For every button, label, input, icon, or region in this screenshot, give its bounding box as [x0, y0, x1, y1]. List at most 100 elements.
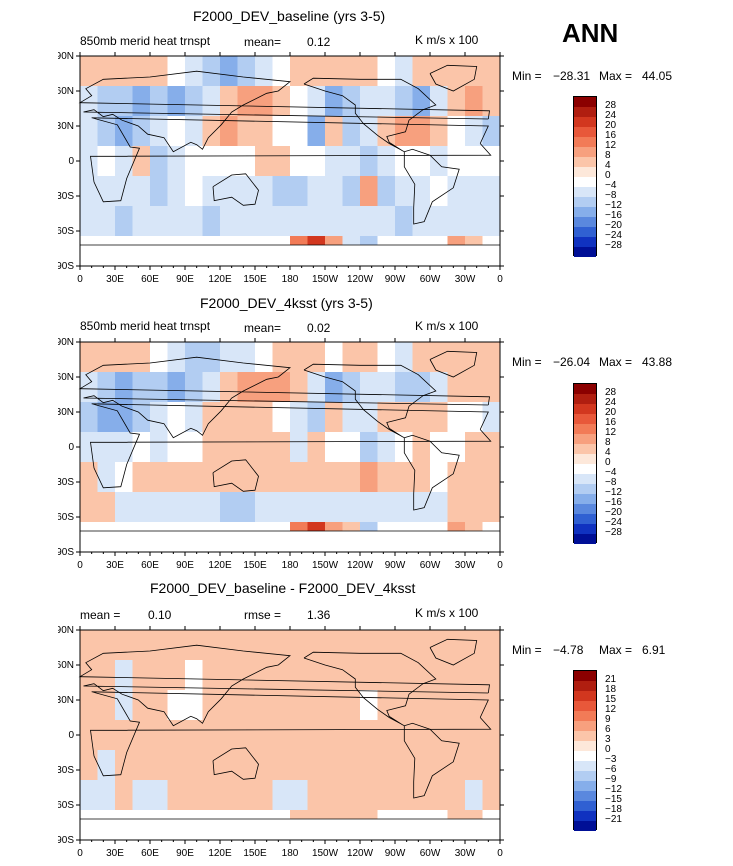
contour-cell: [115, 492, 133, 523]
contour-cell: [150, 342, 168, 373]
australia-coastline: [212, 747, 259, 780]
contour-cell: [237, 750, 256, 781]
y-tick-label: 90S: [58, 261, 74, 272]
contour-cell: [360, 372, 378, 403]
contour-cell: [115, 630, 133, 661]
colorbar-segment: [574, 731, 596, 741]
colorbar-segment: [574, 107, 596, 117]
y-tick-label: 60N: [58, 86, 74, 97]
colorbar-label: 12: [605, 704, 617, 715]
contour-cell: [447, 86, 466, 117]
max-value: 43.88: [642, 355, 673, 369]
x-tick-label: 30W: [455, 848, 476, 859]
colorbar-label: −21: [605, 814, 622, 825]
contour-cell: [80, 402, 98, 433]
contour-cell: [80, 176, 98, 207]
contour-cell: [465, 780, 483, 811]
contour-cell: [412, 116, 431, 147]
rmse-label: rmse =: [244, 608, 282, 622]
contour-cell: [97, 56, 116, 87]
contour-cell: [307, 342, 326, 373]
contour-cell: [255, 432, 273, 463]
contour-cell: [202, 86, 221, 117]
colorbar-label: 4: [605, 160, 611, 171]
colorbar-label: 15: [605, 694, 617, 705]
antarctica-landmass: [80, 531, 500, 552]
contour-field: [80, 342, 501, 553]
contour-cell: [377, 630, 396, 661]
contour-cell: [115, 116, 133, 147]
contour-cell: [482, 660, 501, 691]
contour-cell: [150, 56, 168, 87]
x-tick-label: 120W: [347, 274, 374, 285]
x-tick-label: 120E: [208, 560, 232, 571]
contour-cell: [97, 690, 116, 721]
colorbar-segment: [574, 761, 596, 771]
contour-cell: [430, 86, 448, 117]
contour-cell: [150, 206, 168, 237]
contour-cell: [447, 660, 466, 691]
europe-asia-coastline: [78, 70, 490, 153]
y-tick-label: 60N: [58, 372, 74, 383]
colorbar-segment: [574, 464, 596, 474]
contour-cell: [132, 342, 151, 373]
contour-cell: [360, 402, 378, 433]
contour-cell: [220, 660, 238, 691]
contour-cell: [220, 86, 238, 117]
colorbar-segment: [574, 514, 596, 524]
contour-cell: [465, 432, 483, 463]
contour-cell: [342, 176, 361, 207]
contour-cell: [290, 720, 308, 751]
contour-cell: [150, 630, 168, 661]
contour-cell: [97, 206, 116, 237]
contour-cell: [377, 56, 396, 87]
y-tick-label: 30S: [58, 765, 74, 776]
x-tick-label: 60E: [141, 848, 159, 859]
contour-cell: [412, 462, 431, 493]
contour-cell: [307, 402, 326, 433]
contour-cell: [80, 116, 98, 147]
contour-cell: [447, 372, 466, 403]
contour-cell: [97, 116, 116, 147]
panel-title: F2000_DEV_baseline - F2000_DEV_4ksst: [150, 580, 416, 596]
colorbar-label: 8: [605, 150, 611, 161]
contour-cell: [237, 146, 256, 177]
colorbar-segment: [574, 137, 596, 147]
colorbar-segment: [574, 791, 596, 801]
colorbar-label: 6: [605, 724, 611, 735]
contour-cell: [325, 492, 343, 523]
contour-cell: [272, 402, 291, 433]
contour-cell: [482, 342, 501, 373]
contour-cell: [115, 86, 133, 117]
contour-cell: [342, 206, 361, 237]
contour-cell: [430, 630, 448, 661]
colorbar-segment: [574, 821, 596, 831]
contour-cell: [430, 750, 448, 781]
south-america-coastline: [403, 434, 460, 511]
colorbar-label: −12: [605, 200, 622, 211]
contour-cell: [115, 780, 133, 811]
units-label: K m/s x 100: [415, 33, 479, 47]
contour-cell: [167, 176, 186, 207]
x-tick-label: 120E: [208, 848, 232, 859]
contour-cell: [465, 690, 483, 721]
contour-cell: [465, 146, 483, 177]
contour-cell: [307, 630, 326, 661]
contour-cell: [80, 462, 98, 493]
contour-cell: [150, 372, 168, 403]
contour-cell: [395, 630, 413, 661]
units-label: K m/s x 100: [415, 319, 479, 333]
colorbar-segment: [574, 404, 596, 414]
x-tick-label: 90W: [385, 274, 406, 285]
contour-cell: [80, 492, 98, 523]
colorbar-label: 3: [605, 734, 611, 745]
contour-cell: [342, 342, 361, 373]
contour-cell: [325, 372, 343, 403]
colorbar-segment: [574, 741, 596, 751]
y-tick-label: 30N: [58, 121, 74, 132]
contour-cell: [360, 462, 378, 493]
min-value: −4.78: [553, 643, 584, 657]
contour-cell: [132, 690, 151, 721]
contour-cell: [377, 146, 396, 177]
contour-cell: [307, 462, 326, 493]
